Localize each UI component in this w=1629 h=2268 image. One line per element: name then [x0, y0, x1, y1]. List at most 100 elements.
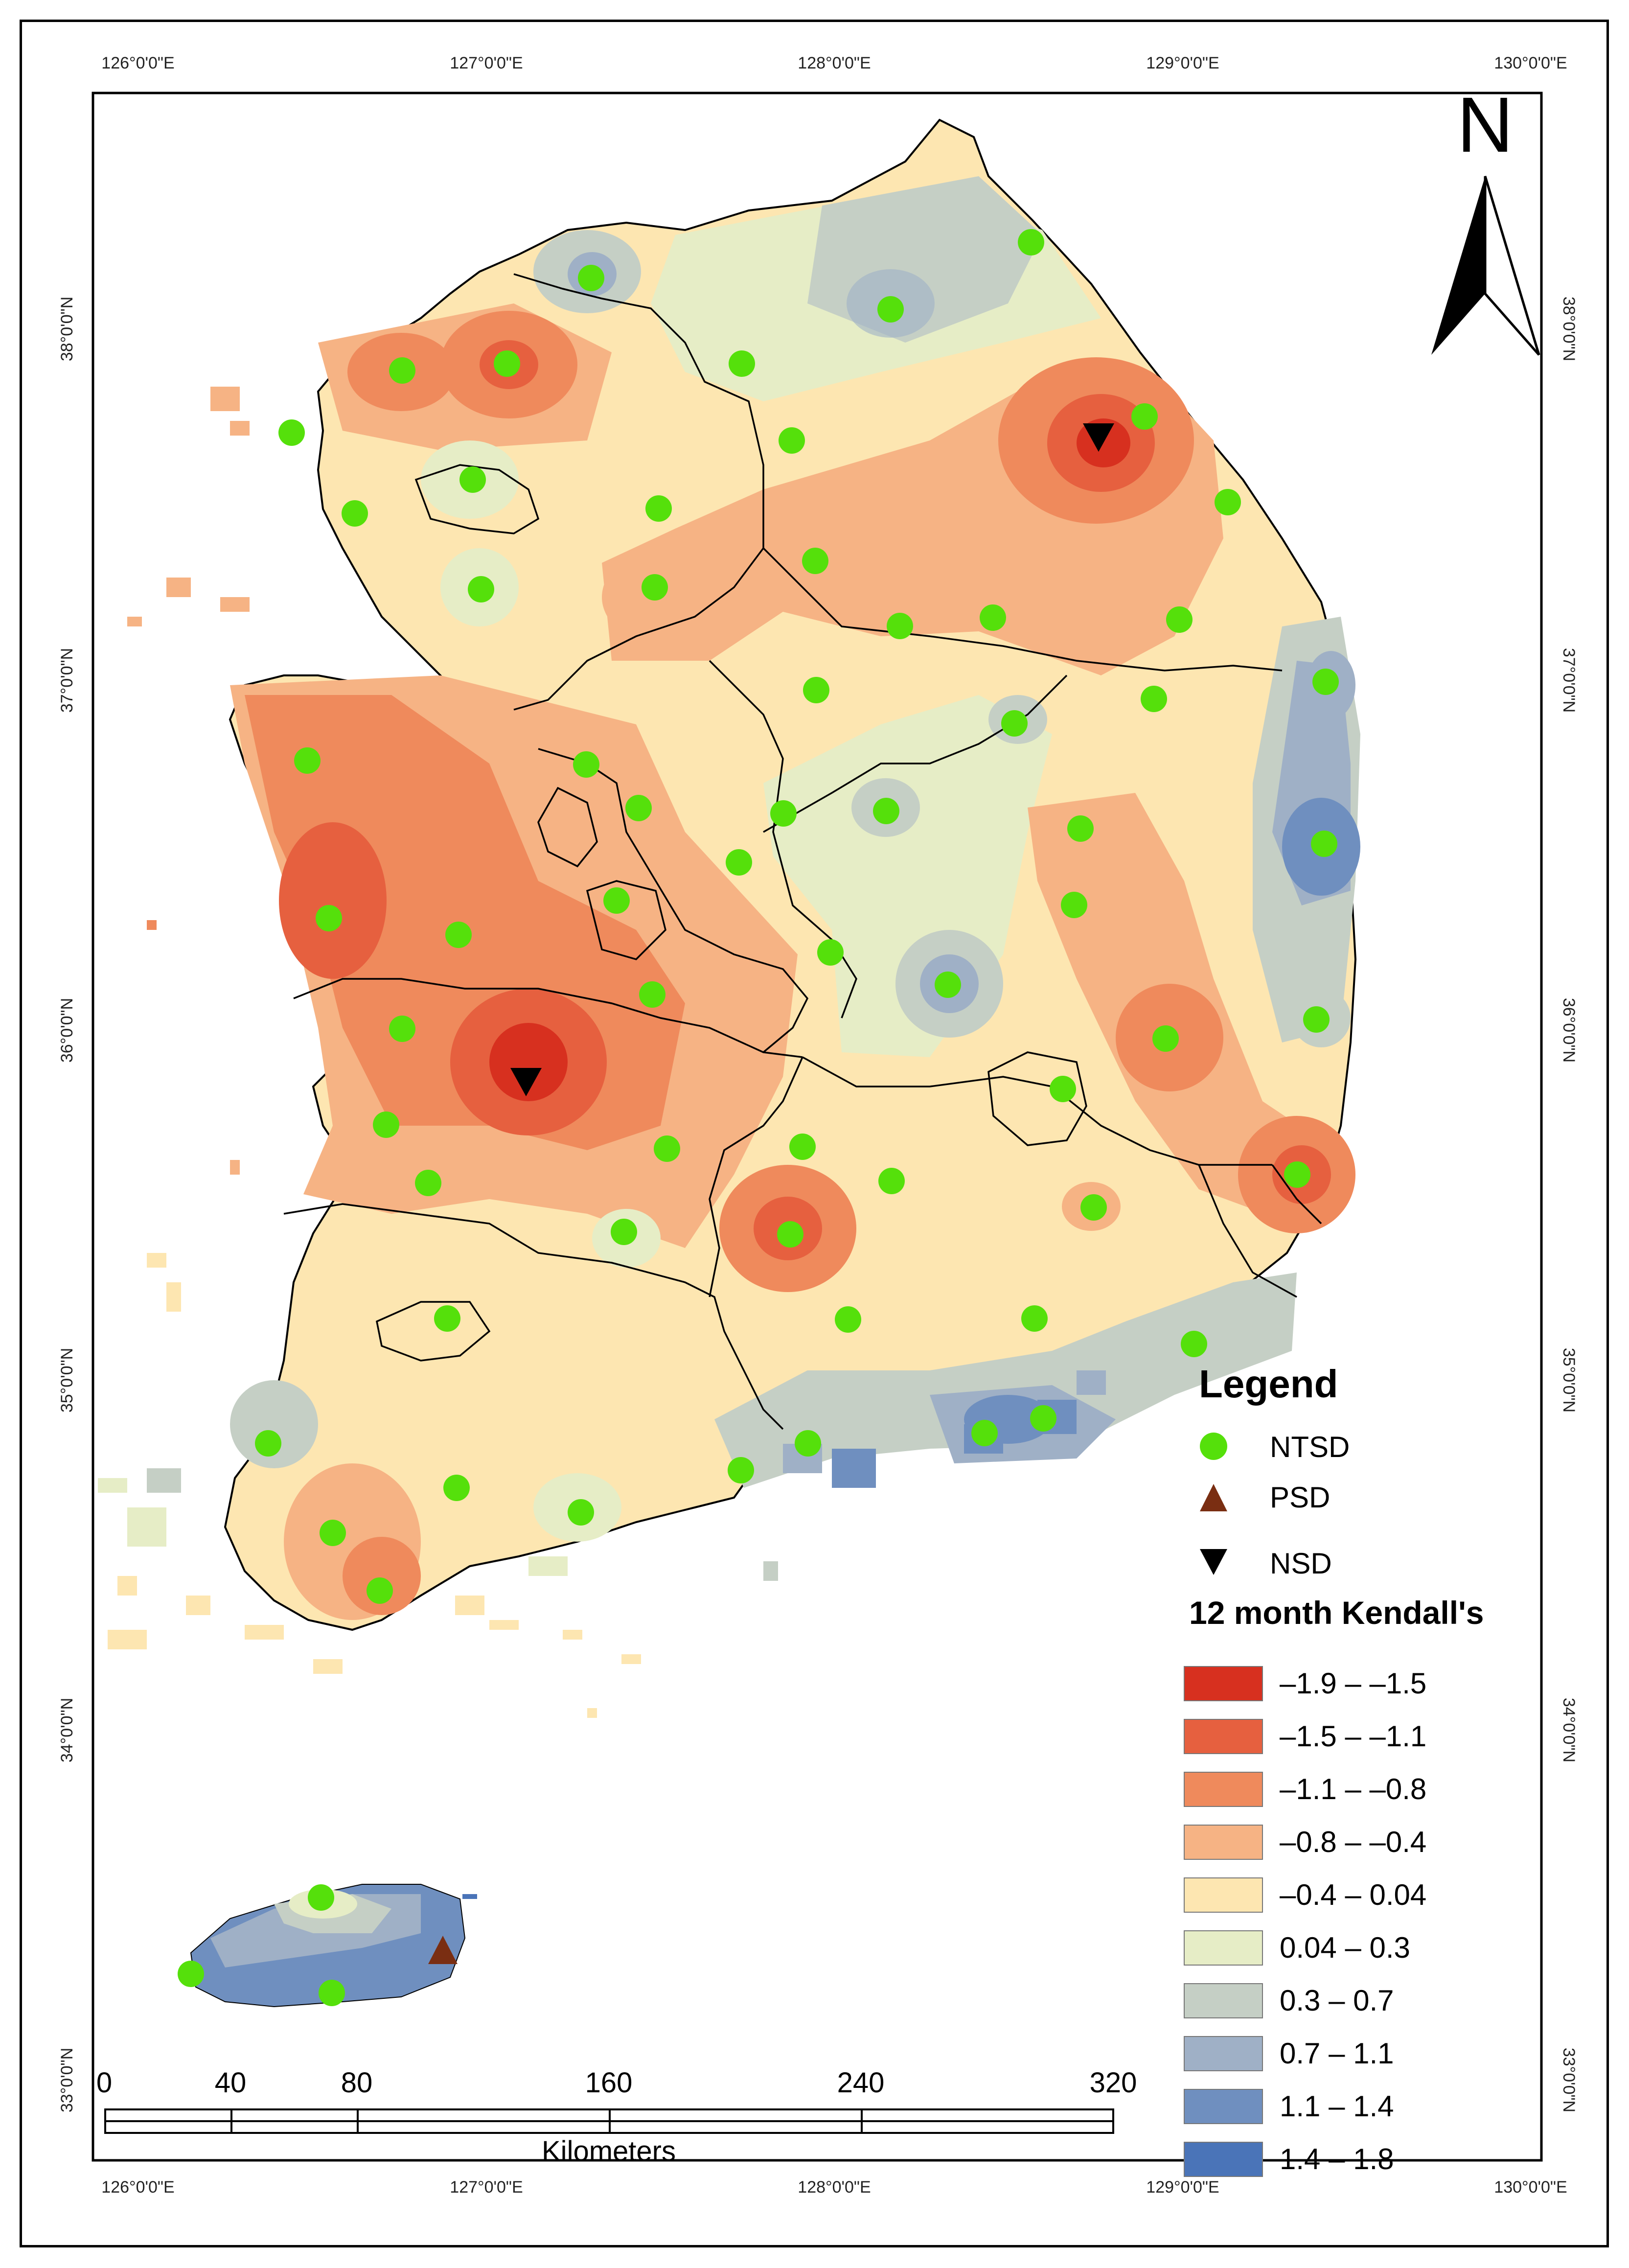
ntsd-station-marker	[342, 500, 368, 527]
nsd-station-marker	[1083, 423, 1114, 452]
north-arrow-icon	[1431, 176, 1540, 356]
scale-tick-240: 240	[837, 2067, 885, 2099]
legend-ntsd-label: NTSD	[1270, 1431, 1350, 1463]
lat-label-right-38: 38°0'0"N	[1560, 297, 1578, 361]
lon-label-bottom-130: 130°0'0"E	[1494, 2178, 1567, 2197]
legend-psd-label: PSD	[1270, 1481, 1330, 1514]
lon-label-top-128: 128°0'0"E	[798, 54, 871, 72]
nsd-station-marker	[510, 1068, 542, 1096]
ntsd-station-marker	[1050, 1076, 1076, 1102]
legend-class-swatch	[1184, 1666, 1263, 1701]
ntsd-station-marker	[777, 1221, 803, 1248]
legend-class-label: 1.4 – 1.8	[1280, 2143, 1394, 2175]
ntsd-station-marker	[468, 576, 494, 602]
ntsd-station-marker	[980, 604, 1006, 631]
ntsd-station-marker	[1021, 1305, 1048, 1332]
ntsd-station-marker	[795, 1430, 821, 1457]
ntsd-station-marker	[642, 574, 668, 601]
lon-label-top-130: 130°0'0"E	[1494, 54, 1567, 72]
ntsd-station-marker	[935, 972, 961, 998]
ntsd-station-marker	[1311, 831, 1337, 857]
ntsd-station-marker	[1080, 1194, 1107, 1221]
ntsd-station-marker	[1030, 1405, 1056, 1432]
ntsd-station-marker	[873, 798, 899, 824]
scale-unit: Kilometers	[542, 2135, 676, 2167]
ntsd-station-marker	[443, 1475, 470, 1501]
ntsd-station-marker	[728, 1457, 754, 1483]
ntsd-station-marker	[1215, 489, 1241, 515]
ntsd-station-marker	[1061, 892, 1087, 918]
legend-class-label: –0.4 – 0.04	[1280, 1878, 1426, 1911]
lat-label-right-36: 36°0'0"N	[1560, 998, 1578, 1063]
ntsd-station-marker	[319, 1980, 345, 2006]
legend-class-label: –1.1 – –0.8	[1280, 1773, 1426, 1805]
ntsd-station-marker	[294, 747, 321, 774]
scale-tick-160: 160	[585, 2067, 633, 2099]
ntsd-station-marker	[178, 1961, 204, 1987]
legend: Legend NTSD PSD NSD 12 month Kendall's –…	[1184, 1362, 1484, 2177]
legend-class-label: 1.1 – 1.4	[1280, 2090, 1394, 2123]
ntsd-station-marker	[729, 350, 755, 377]
ntsd-station-marker	[789, 1134, 816, 1160]
lon-label-top-127: 127°0'0"E	[450, 54, 523, 72]
green-circle-icon	[1200, 1433, 1227, 1460]
lon-label-bottom-128: 128°0'0"E	[798, 2178, 871, 2197]
lat-label-right-35: 35°0'0"N	[1560, 1348, 1578, 1412]
scale-tick-0: 0	[96, 2067, 112, 2099]
ntsd-station-marker	[278, 419, 305, 446]
ntsd-station-marker	[494, 350, 520, 377]
ntsd-station-marker	[971, 1420, 998, 1446]
legend-class-swatch	[1184, 1930, 1263, 1966]
legend-class-label: 0.3 – 0.7	[1280, 1984, 1394, 2017]
ntsd-station-marker	[770, 800, 797, 827]
latitude-labels-left: 38°0'0"N 37°0'0"N 36°0'0"N 35°0'0"N 34°0…	[58, 297, 76, 2112]
ntsd-station-marker	[878, 1168, 905, 1194]
ntsd-station-marker	[573, 751, 599, 778]
longitude-labels-top: 126°0'0"E 127°0'0"E 128°0'0"E 129°0'0"E …	[101, 54, 1567, 72]
scale-tick-40: 40	[215, 2067, 247, 2099]
ntsd-station-marker	[1166, 606, 1193, 633]
ntsd-station-marker	[373, 1111, 399, 1138]
ntsd-station-marker	[779, 427, 805, 454]
ntsd-station-marker	[389, 1016, 415, 1042]
legend-class-label: 0.7 – 1.1	[1280, 2037, 1394, 2070]
ntsd-station-marker	[625, 795, 652, 821]
legend-class-title: 12 month Kendall's	[1189, 1595, 1484, 1631]
ntsd-station-marker	[1303, 1006, 1330, 1033]
ntsd-station-marker	[1284, 1161, 1310, 1188]
province-boundaries	[283, 273, 1322, 1430]
ntsd-station-marker	[434, 1305, 460, 1332]
ntsd-station-marker	[645, 495, 672, 522]
ntsd-station-marker	[1018, 229, 1044, 255]
lon-label-bottom-129: 129°0'0"E	[1146, 2178, 1219, 2197]
ntsd-station-marker	[603, 887, 630, 914]
ntsd-station-marker	[1067, 815, 1094, 842]
ntsd-station-marker	[1001, 710, 1028, 737]
legend-class-label: 0.04 – 0.3	[1280, 1931, 1410, 1964]
ntsd-station-marker	[389, 357, 415, 384]
legend-class-swatch	[1184, 2142, 1263, 2177]
scale-bar-graphic	[104, 2108, 1114, 2134]
ntsd-station-marker	[316, 905, 342, 931]
ntsd-station-marker	[817, 939, 844, 966]
ntsd-station-marker	[445, 922, 472, 948]
ntsd-station-marker	[877, 296, 904, 323]
ntsd-station-marker	[320, 1520, 346, 1546]
ntsd-station-marker	[1312, 669, 1339, 695]
black-down-triangle-icon	[1200, 1549, 1227, 1575]
outer-frame	[20, 20, 1609, 2247]
ntsd-station-marker	[578, 265, 604, 291]
legend-class-swatch	[1184, 1983, 1263, 2018]
ntsd-station-marker	[835, 1306, 861, 1333]
ntsd-station-marker	[802, 548, 828, 574]
longitude-labels-bottom: 126°0'0"E 127°0'0"E 128°0'0"E 129°0'0"E …	[101, 2178, 1567, 2197]
lon-label-top-129: 129°0'0"E	[1146, 54, 1219, 72]
latitude-labels-right: 38°0'0"N 37°0'0"N 36°0'0"N 35°0'0"N 34°0…	[1560, 297, 1578, 2112]
ntsd-station-marker	[1181, 1331, 1207, 1357]
ntsd-station-marker	[1152, 1025, 1179, 1052]
ntsd-station-marker	[611, 1219, 637, 1245]
legend-class-swatch	[1184, 1877, 1263, 1913]
scale-tick-80: 80	[341, 2067, 373, 2099]
ntsd-station-marker	[367, 1577, 393, 1604]
